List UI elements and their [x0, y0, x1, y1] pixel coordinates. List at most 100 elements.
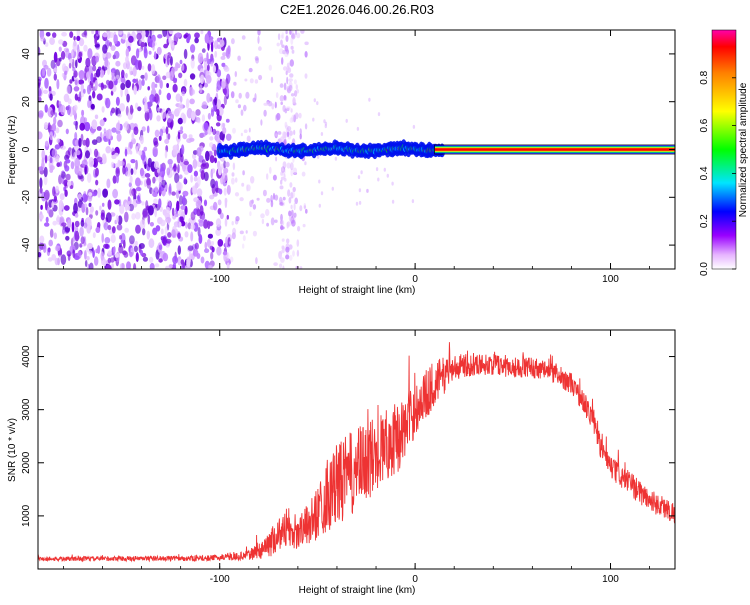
spectrogram-noise-cell — [358, 200, 362, 205]
spectrogram-noise-cell — [225, 236, 228, 248]
spectrogram-noise-cell — [169, 56, 173, 66]
spectrogram-noise-cell — [297, 225, 301, 232]
spectrogram-noise-cell — [46, 206, 50, 214]
spectrogram-noise-cell — [102, 188, 108, 198]
spectrogram-x-tick-label: 0 — [412, 274, 418, 285]
spectrogram-noise-cell — [97, 187, 102, 198]
spectrogram-noise-cell — [116, 224, 123, 231]
spectrogram-noise-cell — [85, 137, 90, 148]
spectrogram-noise-cell — [133, 245, 138, 253]
spectrogram-noise-cell — [180, 126, 184, 131]
spectrogram-noise-cell — [80, 236, 85, 245]
spectrogram-noise-cell — [82, 139, 88, 146]
spectrogram-noise-cell — [144, 110, 150, 122]
colorbar-tick-label: 0.6 — [699, 118, 710, 132]
spectrogram-noise-cell — [244, 78, 248, 82]
spectrogram-noise-cell — [52, 186, 56, 197]
spectrogram-noise-cell — [152, 192, 158, 198]
spectrogram-noise-cell — [201, 214, 206, 221]
spectrogram-noise-cell — [275, 156, 278, 162]
spectrogram-noise-cell — [210, 178, 216, 189]
spectrogram-noise-cell — [54, 245, 61, 252]
spectrogram-noise-cell — [115, 96, 120, 106]
spectrogram-noise-cell — [111, 107, 116, 114]
spectrogram-noise-cell — [56, 162, 61, 168]
spectrogram-noise-cell — [135, 252, 139, 263]
spectrogram-noise-cell — [74, 138, 79, 147]
spectrogram-noise-cell — [110, 90, 114, 96]
spectrogram-noise-cell — [62, 228, 65, 235]
spectrogram-noise-cell — [185, 221, 188, 229]
spectrogram-noise-cell — [103, 258, 107, 267]
spectrogram-noise-cell — [73, 145, 79, 151]
spectrogram-noise-cell — [288, 78, 294, 82]
spectrogram-noise-cell — [85, 57, 91, 68]
spectrogram-image — [38, 30, 675, 269]
spectrogram-noise-cell — [248, 127, 251, 133]
spectrogram-noise-cell — [278, 251, 282, 259]
spectrogram-noise-cell — [293, 167, 297, 174]
spectrogram-noise-cell — [124, 211, 129, 223]
spectrogram-noise-cell — [243, 129, 248, 133]
spectrogram-noise-cell — [133, 126, 139, 135]
spectrogram-noise-cell — [239, 197, 244, 202]
spectrogram-noise-cell — [140, 249, 144, 256]
spectrogram-noise-cell — [167, 133, 171, 140]
spectrogram-noise-cell — [221, 81, 226, 90]
spectrogram-noise-cell — [213, 201, 218, 211]
spectrogram-noise-cell — [158, 135, 162, 141]
spectrogram-noise-cell — [51, 123, 57, 132]
spectrogram-noise-cell — [212, 169, 215, 174]
spectrogram-noise-cell — [89, 209, 93, 215]
spectrogram-noise-cell — [206, 92, 211, 103]
spectrogram-noise-cell — [196, 176, 201, 187]
spectrogram-noise-cell — [152, 176, 156, 184]
spectrogram-noise-cell — [94, 256, 99, 266]
spectrogram-noise-cell — [105, 212, 112, 223]
spectrogram-noise-cell — [73, 151, 77, 162]
spectrogram-noise-cell — [225, 85, 229, 90]
spectrogram-noise-cell — [222, 251, 228, 256]
spectrogram-noise-cell — [207, 264, 213, 269]
spectrogram-noise-cell — [281, 57, 284, 65]
spectrogram-noise-cell — [73, 86, 79, 92]
spectrogram-noise-cell — [162, 75, 167, 81]
spectrogram-noise-cell — [291, 219, 296, 227]
spectrogram-noise-cell — [126, 261, 131, 269]
spectrogram-noise-cell — [294, 90, 298, 97]
spectrogram-noise-cell — [121, 262, 125, 269]
spectrogram-noise-cell — [204, 33, 209, 44]
spectrogram-noise-cell — [99, 205, 102, 211]
spectrogram-noise-cell — [258, 46, 262, 51]
spectrogram-noise-cell — [293, 129, 296, 136]
spectrogram-noise-cell — [74, 230, 80, 242]
spectrogram-noise-cell — [175, 93, 181, 102]
spectrogram-noise-cell — [198, 219, 204, 227]
spectrogram-noise-cell — [113, 246, 116, 254]
spectrogram-noise-cell — [53, 73, 57, 81]
spectrogram-noise-cell — [168, 30, 174, 35]
spectrogram-noise-cell — [139, 219, 146, 230]
spectrogram-noise-cell — [281, 246, 285, 254]
spectrogram-noise-cell — [48, 239, 53, 247]
spectrogram-noise-cell — [125, 79, 131, 89]
spectrogram-noise-cell — [275, 133, 278, 137]
spectrogram-noise-cell — [64, 70, 68, 76]
spectrogram-noise-cell — [270, 76, 274, 84]
spectrogram-noise-cell — [48, 86, 52, 92]
spectrogram-noise-cell — [190, 231, 194, 242]
spectrogram-y-ticks: -40 -20 0 20 40 — [21, 48, 675, 252]
spectrogram-noise-cell — [135, 211, 141, 220]
spectrogram-noise-cell — [261, 218, 265, 225]
colorbar-gradient — [711, 29, 737, 270]
spectrogram-noise-cell — [279, 83, 284, 88]
spectrogram-noise-cell — [226, 214, 229, 220]
spectrogram-noise-cell — [292, 96, 296, 105]
spectrogram-noise-cell — [178, 102, 183, 111]
spectrogram-noise-cell — [141, 126, 146, 132]
spectrogram-noise-cell — [290, 191, 296, 199]
spectrogram-signal-line — [434, 148, 675, 151]
spectrogram-noise-cell — [375, 167, 379, 172]
spectrogram-noise-cell — [45, 200, 48, 211]
